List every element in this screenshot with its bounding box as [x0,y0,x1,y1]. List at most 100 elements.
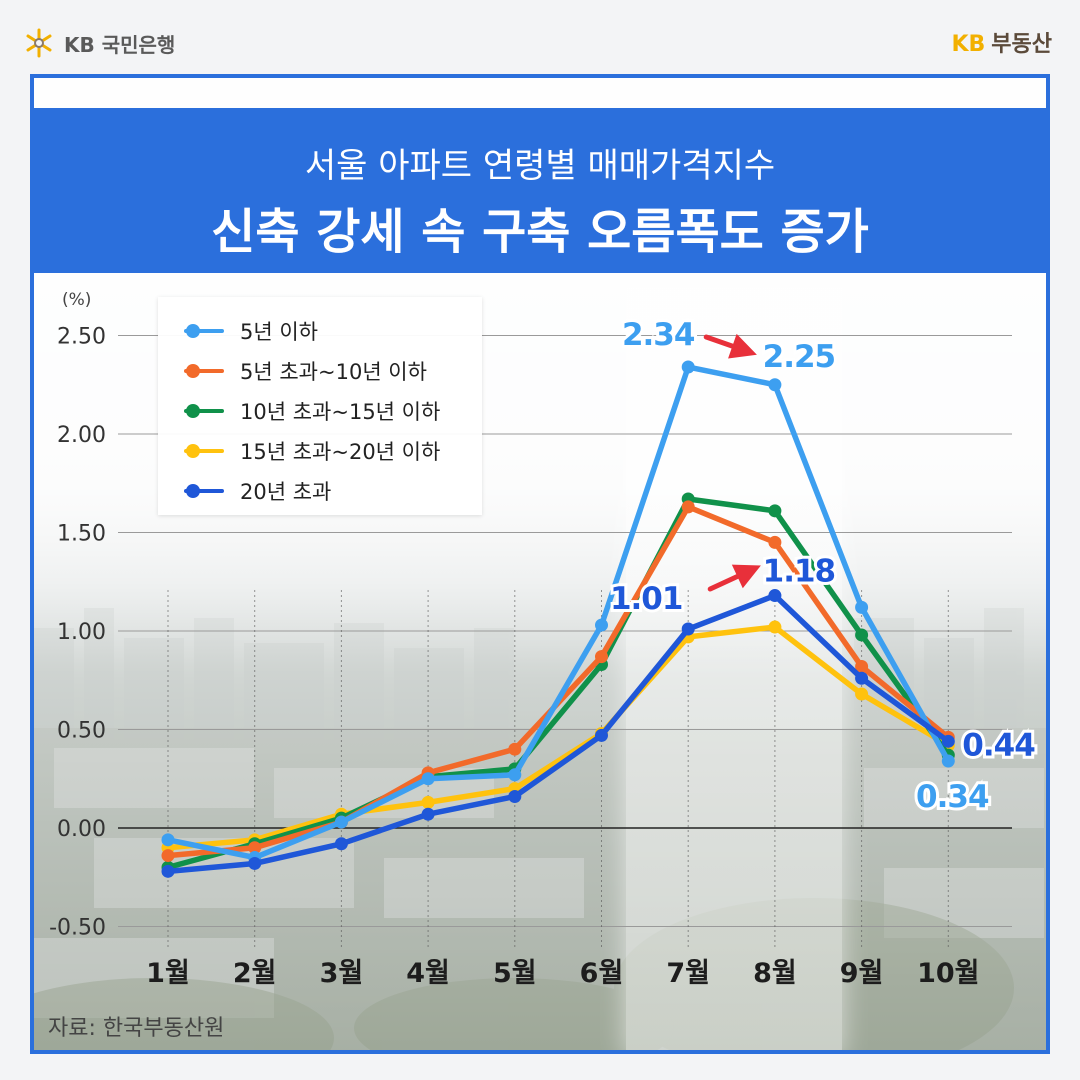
data-point [595,618,608,632]
data-point [421,772,435,786]
x-tick-label: 9월 [840,958,884,989]
series-1 [161,360,955,865]
x-axis-ticks: 1월 2월 3월 4월 5월 6월 7월 8월 9월 10월 [146,958,979,989]
chart-subtitle: 서울 아파트 연령별 매매가격지수 [304,146,776,186]
legend-label: 5년 초과~10년 이하 [240,360,427,384]
data-point [855,671,869,685]
data-point [855,659,869,673]
data-point [941,734,955,748]
data-label: 1.01 [610,581,683,617]
x-tick-label: 3월 [320,958,364,989]
legend-item: 20년 초과 [184,471,482,511]
arrow-shaft [707,573,740,592]
data-label: 2.34 [622,317,695,353]
data-point [681,622,695,636]
y-tick-label: 1.00 [57,620,106,645]
legend-swatch [184,401,224,421]
series-line [165,496,952,871]
data-point [161,849,175,863]
x-tick-label: 6월 [580,958,624,989]
chart-headline: 신축 강세 속 구축 오름폭도 증가 [211,204,869,260]
legend-item: 10년 초과~15년 이하 [184,391,482,431]
legend-label: 5년 이하 [240,320,318,344]
legend-item: 5년 초과~10년 이하 [184,351,482,391]
x-tick-label: 7월 [666,958,710,989]
legend-swatch [184,321,224,341]
data-point [855,600,869,614]
series-line [165,364,952,861]
data-point [855,687,869,701]
kb-star-icon [26,28,52,58]
arrow-head [728,333,757,359]
arrow-head [731,564,761,589]
series-3 [161,492,955,874]
legend-label: 10년 초과~15년 이하 [240,400,441,424]
legend-item: 5년 이하 [184,311,482,351]
x-tick-label: 5월 [493,958,537,989]
top-bar: KB 국민은행 KB 부동산 [0,0,1080,75]
source-note: 자료: 한국부동산원 [48,1016,225,1041]
brand-kb: KB [951,32,986,57]
y-tick-label: -0.50 [49,916,106,941]
data-point [334,837,348,851]
annotations: 2.34 2.25 1.01 1.18 0.44 0.34 [607,314,1039,818]
data-point [421,807,435,821]
series-2 [161,500,955,863]
series-5 [161,589,955,878]
y-tick-label: 2.50 [57,325,106,350]
y-tick-label: 0.00 [57,817,106,842]
trend-arrow [703,333,757,359]
data-label: 1.18 [763,554,836,590]
data-point [941,754,955,768]
legend: 5년 이하 5년 초과~10년 이하 10년 초과~15년 이하 15년 초과~20년… [158,297,482,515]
legend-swatch [184,441,224,461]
data-label: 0.44 [962,727,1035,763]
x-tick-label: 10월 [917,958,979,989]
series-line [165,624,952,851]
data-point [508,789,522,803]
data-point [681,500,695,514]
title-banner: 서울 아파트 연령별 매매가격지수 신축 강세 속 구축 오름폭도 증가 [30,108,1050,273]
legend-swatch [184,481,224,501]
data-point [681,360,695,374]
data-point [508,768,522,782]
trend-arrow [707,564,761,592]
data-point [334,815,348,829]
legend-label: 20년 초과 [240,480,332,504]
data-point [421,795,435,809]
y-axis-unit-label: (%) [62,290,91,310]
data-point [768,504,782,518]
y-tick-label: 1.50 [57,522,106,547]
data-point [161,833,175,847]
y-axis-ticks: 2.50 2.00 1.50 1.00 0.50 0.00 -0.50 [49,325,106,941]
data-point [595,728,608,742]
series-line [165,592,952,875]
data-point [768,589,782,603]
data-point [248,841,262,855]
data-point [161,864,175,878]
data-point [508,742,522,756]
data-point [768,535,782,549]
data-point [768,378,782,392]
kb-kookmin-bank-logo: KB 국민은행 [22,26,175,60]
data-point [855,628,869,642]
x-tick-label: 8월 [753,958,797,989]
data-point [768,620,782,634]
data-label: 0.34 [916,779,989,815]
legend-item: 15년 초과~20년 이하 [184,431,482,471]
x-tick-label: 1월 [146,958,190,989]
data-point [248,856,262,870]
x-tick-label: 2월 [233,958,277,989]
brand-name: 부동산 [991,32,1052,57]
legend-swatch [184,361,224,381]
arrow-shaft [703,334,735,349]
kb-real-estate-logo: KB 부동산 [951,26,1052,58]
y-tick-label: 2.00 [57,423,106,448]
legend-label: 15년 초과~20년 이하 [240,440,441,464]
series-lines [161,360,955,878]
bank-logo-text: KB 국민은행 [64,32,176,57]
data-point [595,650,608,664]
x-tick-label: 4월 [406,958,450,989]
y-tick-label: 0.50 [57,719,106,744]
